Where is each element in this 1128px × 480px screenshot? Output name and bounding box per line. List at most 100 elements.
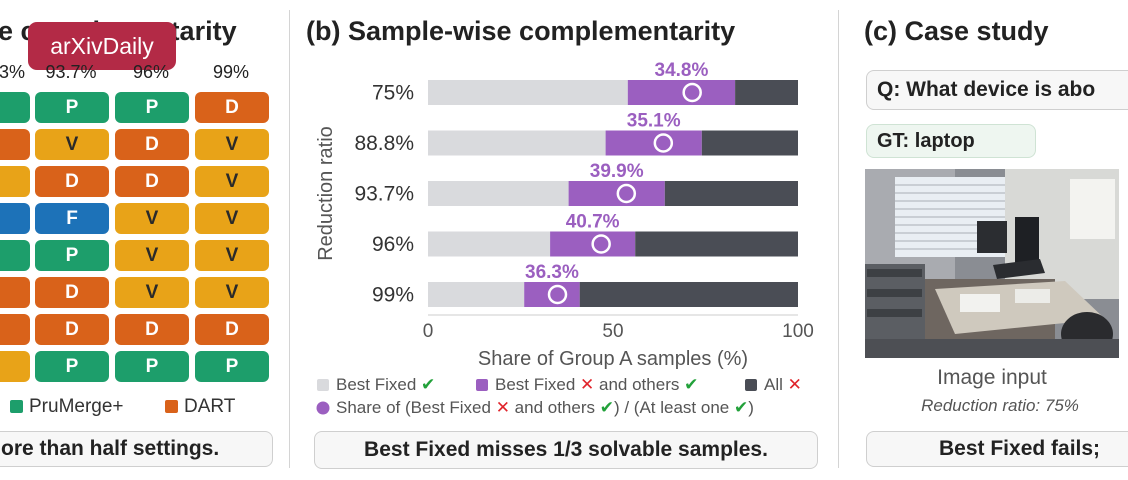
share-marker <box>616 183 637 204</box>
legend-swatch <box>317 379 329 391</box>
grid-cell-r2-c3: D <box>115 129 189 160</box>
legend-label: Best Fixed ✕ and others ✔ <box>495 375 698 394</box>
arxivdaily-watermark: arXivDaily <box>28 22 176 70</box>
bar-segment <box>428 130 606 156</box>
bar-segment <box>579 282 798 307</box>
share-label: 34.8% <box>655 60 709 81</box>
bar-segment <box>735 80 798 105</box>
x-axis-label: Share of Group A samples (%) <box>478 348 748 370</box>
question-text: Q: What device is abo <box>877 78 1096 101</box>
grid-cell-r1-c4: D <box>195 92 269 123</box>
grid-cell-r2-c4: V <box>195 129 269 160</box>
grid-cell-r6-c1 <box>0 277 30 308</box>
header-col-4: 99% <box>212 62 250 82</box>
grid-cell-r7-c2: D <box>35 314 109 345</box>
grid-cell-r5-c1 <box>0 240 30 271</box>
y-tick-label: 88.8% <box>354 132 414 155</box>
share-label: 35.1% <box>627 111 681 132</box>
bar-segment <box>428 181 569 206</box>
y-tick-label: 96% <box>372 233 414 256</box>
x-tick-label: 0 <box>423 321 434 342</box>
header-col-3: 96% <box>132 62 170 82</box>
bar-segment <box>701 130 798 156</box>
grid-cell-r4-c2: F <box>35 203 109 234</box>
grid-cell-r8-c2: P <box>35 351 109 382</box>
y-tick-label: 93.7% <box>354 183 414 206</box>
y-tick-label: 99% <box>372 284 414 307</box>
grid-cell-r2-c2: V <box>35 129 109 160</box>
reduction-caption: Reduction ratio: 75% <box>921 396 1079 415</box>
share-label: 39.9% <box>590 161 644 182</box>
x-tick-label: 100 <box>782 321 814 342</box>
question-box: Q: What device is abo <box>866 70 1128 110</box>
panel-b-footer: Best Fixed misses 1/3 solvable samples. <box>314 431 818 469</box>
y-axis-label: Reduction ratio <box>315 126 337 261</box>
grid-cell-r5-c4: V <box>195 240 269 271</box>
grid-cell-r7-c4: D <box>195 314 269 345</box>
y-tick-label: 75% <box>372 82 414 105</box>
grid-cell-r3-c2: D <box>35 166 109 197</box>
bar-segment <box>627 80 736 105</box>
legend-swatch <box>476 379 488 391</box>
sample-wise-chart: 0 50 100 Share of Group A samples (%) Reduct… <box>315 60 814 417</box>
panel-a-footer-text: ore than half settings. <box>1 437 220 460</box>
share-marker <box>653 133 674 153</box>
panel-c-footer: Best Fixed fails; <box>866 431 1128 467</box>
grid-cell-r1-c3: P <box>115 92 189 123</box>
grid-cell-r4-c1 <box>0 203 30 234</box>
grid-cell-r7-c3: D <box>115 314 189 345</box>
prumerge-swatch <box>10 400 23 414</box>
panel-b-footer-text: Best Fixed misses 1/3 solvable samples. <box>364 438 768 461</box>
panel-b-title: (b) Sample-wise complementarity <box>306 16 736 46</box>
divider-a-b <box>289 10 290 468</box>
header-col-2: 93.7% <box>45 62 97 82</box>
bar-segment <box>524 282 580 307</box>
ground-truth-box: GT: laptop <box>866 124 1036 158</box>
ground-truth-text: GT: laptop <box>877 129 975 152</box>
bar-segment <box>428 282 525 307</box>
grid-cell-r3-c4: V <box>195 166 269 197</box>
dart-swatch <box>165 400 178 414</box>
panel-a-footer: ore than half settings. <box>0 431 273 467</box>
legend-prumerge-label: PruMerge+ <box>29 396 124 417</box>
bar-segment <box>428 80 628 105</box>
grid-cell-r3-c3: D <box>115 166 189 197</box>
grid-cell-r4-c3: V <box>115 203 189 234</box>
grid-cell-r1-c2: P <box>35 92 109 123</box>
bar-segment <box>664 181 798 206</box>
grid-cell-r6-c3: V <box>115 277 189 308</box>
grid-cell-r4-c4: V <box>195 203 269 234</box>
legend-share-swatch <box>316 401 330 415</box>
divider-b-c <box>838 10 839 468</box>
bar-segment <box>635 231 798 257</box>
grid-cell-r7-c1 <box>0 314 30 345</box>
legend-dart-label: DART <box>184 396 236 417</box>
share-label: 40.7% <box>566 212 620 233</box>
legend-label: Best Fixed ✔ <box>336 375 435 394</box>
header-col-1: 3% <box>0 62 26 82</box>
grid-cell-r6-c4: V <box>195 277 269 308</box>
grid-cell-r3-c1 <box>0 166 30 197</box>
share-marker <box>682 82 702 103</box>
share-marker <box>547 284 568 305</box>
x-tick-label: 50 <box>602 321 623 342</box>
share-marker <box>591 234 611 254</box>
grid-cell-r2-c1 <box>0 129 30 160</box>
panel-c-title: (c) Case study <box>864 16 1049 46</box>
panel-c-footer-text: Best Fixed fails; <box>939 437 1101 460</box>
legend-dart: DART <box>165 396 235 418</box>
grid-cell-r5-c2: P <box>35 240 109 271</box>
bar-segment <box>428 231 551 257</box>
grid-cell-r6-c2: D <box>35 277 109 308</box>
legend-share-label: Share of (Best Fixed ✕ and others ✔) / (… <box>336 398 754 417</box>
legend-prumerge: PruMerge+ <box>10 396 124 418</box>
legend-label: All ✕ <box>764 375 802 394</box>
share-label: 36.3% <box>525 262 579 283</box>
grid-cell-r8-c3: P <box>115 351 189 382</box>
image-caption: Image input <box>937 366 1047 389</box>
grid-cell-r1-c1 <box>0 92 30 123</box>
grid-cell-r8-c1 <box>0 351 30 382</box>
office-photo <box>865 169 1119 358</box>
legend-swatch <box>745 379 757 391</box>
grid-cell-r5-c3: V <box>115 240 189 271</box>
